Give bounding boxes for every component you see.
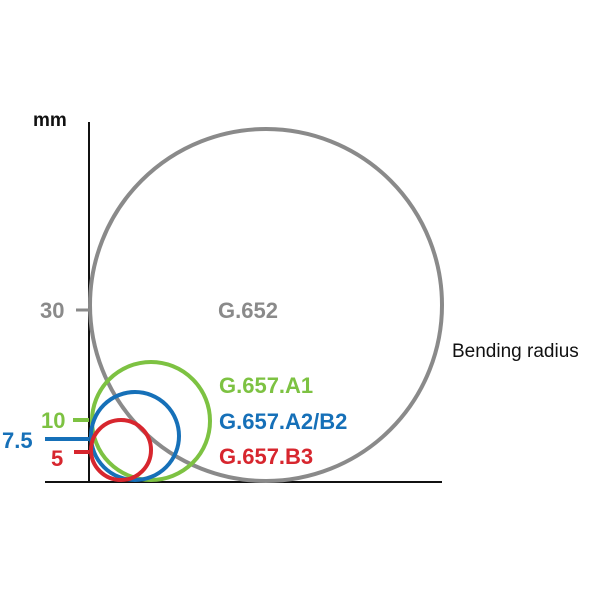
label-g652: G.652 [218,298,278,323]
unit-label: mm [33,110,67,131]
circle-g657-b3 [89,418,153,482]
x-axis-label: Bending radius [452,341,579,362]
tick-label-7-5: 7.5 [2,428,33,453]
label-g657-b3: G.657.B3 [219,444,313,469]
tick-label-30: 30 [40,298,64,323]
tick-label-10: 10 [41,408,65,433]
circle-g657-a2b2 [89,390,181,482]
label-g657-a1: G.657.A1 [219,373,313,398]
tick-label-5: 5 [51,446,63,471]
label-g657-a2b2: G.657.A2/B2 [219,409,347,434]
circle-g652 [88,127,444,483]
